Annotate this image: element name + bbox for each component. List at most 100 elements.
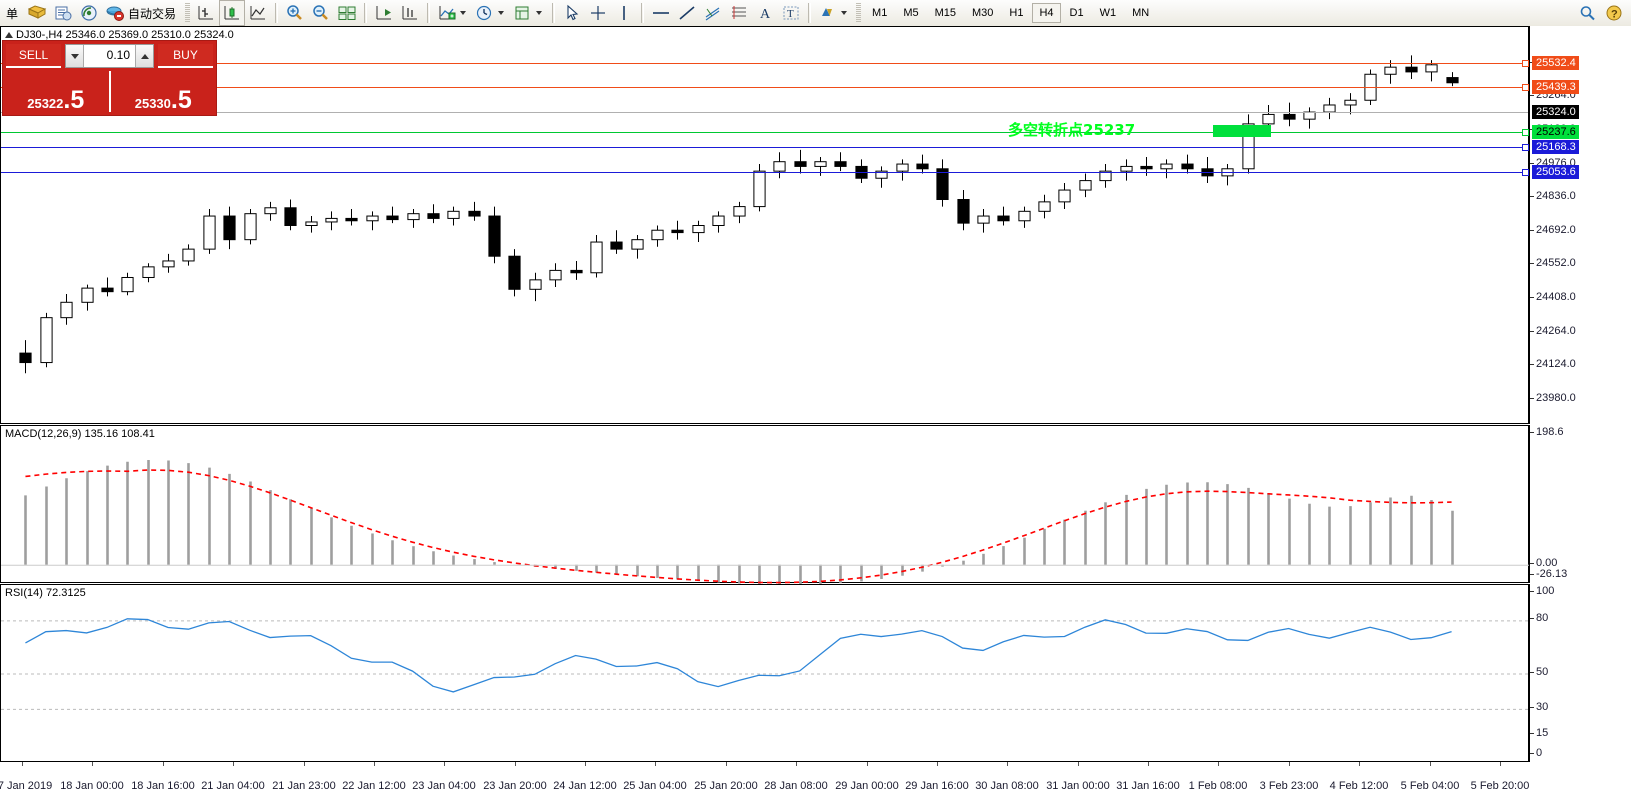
- timeframe-h4[interactable]: H4: [1032, 3, 1061, 23]
- price-y-axis[interactable]: 25404.0 25264.0 25120.0 24976.0 24836.0 24692…: [1529, 26, 1631, 437]
- time-tick-mark: [515, 762, 516, 766]
- tag-25053-6-line[interactable]: [1, 172, 1528, 173]
- toolbar-templates[interactable]: [510, 1, 548, 25]
- trend-line-icon: [677, 4, 697, 22]
- search-button[interactable]: [1575, 1, 1601, 25]
- toolbar-trend-line[interactable]: [674, 1, 700, 25]
- toolbar-new-order[interactable]: 单: [0, 1, 24, 25]
- tag-25439-3-line[interactable]: [1, 87, 1528, 88]
- help-button[interactable]: ?: [1601, 1, 1627, 25]
- rsi-y-axis[interactable]: 100 80 50 30 15 0: [1529, 584, 1631, 762]
- toolbar-equidistant-channel[interactable]: [700, 1, 726, 25]
- toolbar-horizontal-line[interactable]: [648, 1, 674, 25]
- toolbar-expert-advisors[interactable]: [24, 1, 50, 25]
- timeframe-mn[interactable]: MN: [1132, 7, 1150, 19]
- volume-increment-button[interactable]: [135, 45, 153, 67]
- tag-25053-6-handle[interactable]: [1522, 169, 1529, 176]
- toolbar-grip-1[interactable]: [185, 3, 191, 23]
- toolbar-autotrading[interactable]: 自动交易: [102, 1, 182, 25]
- tag-25237-6-handle[interactable]: [1522, 129, 1529, 136]
- buy-button[interactable]: BUY: [158, 44, 213, 68]
- timeframe-w1[interactable]: W1: [1099, 7, 1117, 19]
- svg-text:A: A: [760, 7, 771, 22]
- sell-button[interactable]: SELL: [6, 44, 61, 68]
- timeframe-d1[interactable]: D1: [1069, 7, 1084, 19]
- toolbar-fibonacci[interactable]: [726, 1, 752, 25]
- time-tick-mark: [1218, 762, 1219, 766]
- toolbar-separator-3: [427, 3, 431, 23]
- chevron-down-icon[interactable]: [841, 11, 848, 15]
- macd-y-axis[interactable]: 198.6 0.00 -26.13: [1529, 425, 1631, 583]
- volume-value[interactable]: 0.10: [106, 48, 130, 62]
- toolbar-tile-windows[interactable]: [334, 1, 360, 25]
- toolbar-grip-2[interactable]: [856, 3, 862, 23]
- tag-25439-3-handle[interactable]: [1522, 84, 1529, 91]
- volume-decrement-button[interactable]: [66, 45, 84, 67]
- toolbar-cursor[interactable]: [559, 1, 585, 25]
- toolbar-arrows[interactable]: [815, 1, 853, 25]
- green-zone-highlight: [1213, 125, 1271, 137]
- buy-price-fraction: .5: [170, 86, 192, 114]
- time-tick-mark: [1289, 762, 1290, 766]
- timeframe-h1[interactable]: H1: [1009, 7, 1024, 19]
- toolbar-vertical-line[interactable]: [611, 1, 637, 25]
- toolbar-signals[interactable]: [76, 1, 102, 25]
- horizontal-line-icon: [651, 4, 671, 22]
- sell-price-integer: 25322: [27, 96, 64, 111]
- rsi-tick-15: 15: [1529, 727, 1549, 740]
- svg-text:T: T: [787, 8, 794, 20]
- new-order-label: 单: [6, 6, 19, 21]
- sell-price-display[interactable]: 25322 .5: [3, 71, 111, 113]
- time-tick-mark: [796, 762, 797, 766]
- timeframe-m15[interactable]: M15: [934, 7, 956, 19]
- toolbar-bar-chart[interactable]: [193, 1, 219, 25]
- time-label: 3 Feb 23:00: [1259, 780, 1319, 792]
- toolbar-metaeditor[interactable]: [50, 1, 76, 25]
- time-label: 1 Feb 08:00: [1188, 780, 1248, 792]
- toolbar-zoom-in[interactable]: [282, 1, 308, 25]
- tag-25532-4-line[interactable]: [1, 63, 1528, 64]
- toolbar-text-label[interactable]: T: [778, 1, 804, 25]
- toolbar-chart-shift[interactable]: [371, 1, 397, 25]
- rsi-panel[interactable]: RSI(14) 72.3125: [0, 584, 1529, 762]
- toolbar-auto-scroll[interactable]: [397, 1, 423, 25]
- tag-25237-6-line[interactable]: [1, 132, 1528, 133]
- chevron-down-icon[interactable]: [498, 11, 505, 15]
- price-tick-24976-0: 24976.0: [1530, 157, 1576, 169]
- one-click-trading-panel[interactable]: SELL 0.10 BUY 25322 .5 25330 .5: [2, 40, 217, 116]
- timeframe-m5[interactable]: M5: [903, 7, 919, 19]
- timeframe-m30[interactable]: M30: [972, 7, 994, 19]
- toolbar-indicators[interactable]: [434, 1, 472, 25]
- time-tick-mark: [1359, 762, 1360, 766]
- tag-25168-3-handle[interactable]: [1522, 144, 1529, 151]
- price-tick-25120-0: 25120.0: [1530, 122, 1576, 135]
- time-tick-mark: [444, 762, 445, 766]
- toolbar-periods[interactable]: [472, 1, 510, 25]
- price-tick-24836-0: 24836.0: [1530, 190, 1576, 203]
- toolbar-candlestick-chart[interactable]: [219, 0, 246, 26]
- tag-25532-4-handle[interactable]: [1522, 60, 1529, 67]
- price-chart-panel[interactable]: DJ30-,H4 25346.0 25369.0 25310.0 25324.0…: [0, 26, 1529, 424]
- macd-tick-1986: 198.6: [1530, 426, 1564, 438]
- time-axis[interactable]: 17 Jan 2019 18 Jan 00:00 18 Jan 16:00 21 Ja…: [0, 762, 1529, 799]
- timeframe-m1[interactable]: M1: [872, 7, 888, 19]
- tag-25324-0-line[interactable]: [1, 112, 1528, 113]
- toolbar-line-chart[interactable]: [245, 1, 271, 25]
- chart-area[interactable]: DJ30-,H4 25346.0 25369.0 25310.0 25324.0…: [0, 26, 1631, 792]
- chevron-down-icon[interactable]: [460, 11, 467, 15]
- time-tick-mark: [1007, 762, 1008, 766]
- collapse-triangle-icon[interactable]: [5, 32, 13, 39]
- macd-panel[interactable]: MACD(12,26,9) 135.16 108.41: [0, 425, 1529, 585]
- time-tick-mark: [867, 762, 868, 766]
- volume-stepper[interactable]: 0.10: [65, 44, 154, 68]
- buy-price-display[interactable]: 25330 .5: [111, 71, 217, 114]
- time-tick-mark: [163, 762, 164, 766]
- chart-symbol-title: DJ30-,H4 25346.0 25369.0 25310.0 25324.0: [5, 29, 234, 41]
- zoom-in-icon: [285, 4, 305, 22]
- chevron-down-icon[interactable]: [536, 11, 543, 15]
- tag-25168-3-line[interactable]: [1, 147, 1528, 148]
- toolbar-zoom-out[interactable]: [308, 1, 334, 25]
- bar-chart-icon: [196, 4, 216, 22]
- toolbar-crosshair[interactable]: [585, 1, 611, 25]
- toolbar-text[interactable]: A: [752, 1, 778, 25]
